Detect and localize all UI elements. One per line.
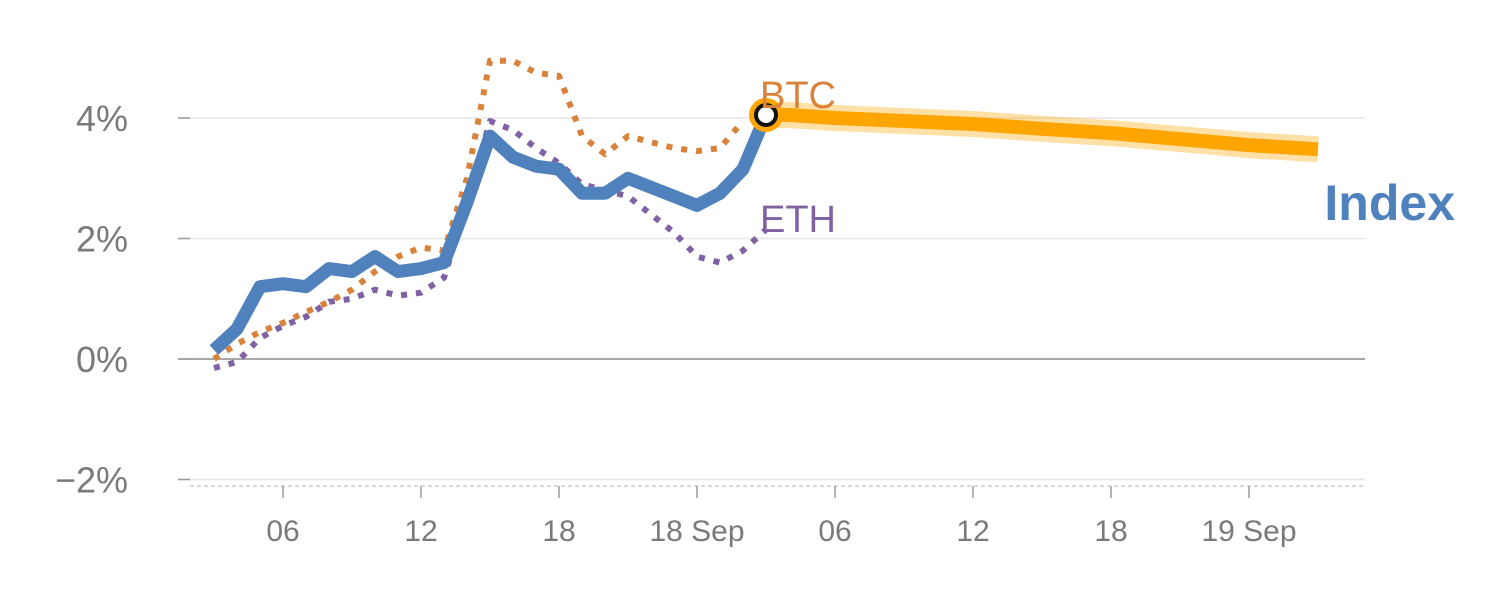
y-tick-label-0: 4% — [76, 98, 128, 139]
series-label-index: Index — [1324, 175, 1455, 231]
y-tick-label-3: −2% — [55, 460, 128, 501]
series-line-index — [209, 112, 772, 355]
marker-layer — [749, 97, 783, 132]
x-tick-label-2: 18 — [542, 515, 575, 548]
x-tick-label-3: 18 Sep — [649, 515, 744, 548]
x-tick-label-0: 06 — [266, 515, 299, 548]
y-tick-label-2: 0% — [76, 339, 128, 380]
axis-layer: 4% 2% 0% −2% 06 12 18 18 Sep 06 12 18 19 Sep — [55, 98, 1365, 548]
label-layer: BTC ETH Index — [760, 75, 1455, 241]
series-line-eth — [213, 118, 769, 371]
series-layer — [209, 57, 1319, 371]
series-label-eth: ETH — [760, 199, 836, 241]
series-label-btc: BTC — [760, 75, 836, 117]
series-line-index-forecast — [766, 108, 1319, 157]
grid-layer — [178, 117, 1365, 481]
x-tick-label-5: 12 — [956, 515, 989, 548]
current-point-marker — [754, 102, 778, 127]
x-tick-label-7: 19 Sep — [1201, 515, 1296, 548]
x-tick-label-1: 12 — [404, 515, 437, 548]
x-tick-label-4: 06 — [818, 515, 851, 548]
x-tick-label-6: 18 — [1094, 515, 1127, 548]
series-line-btc — [212, 57, 746, 362]
y-tick-label-1: 2% — [76, 219, 128, 260]
